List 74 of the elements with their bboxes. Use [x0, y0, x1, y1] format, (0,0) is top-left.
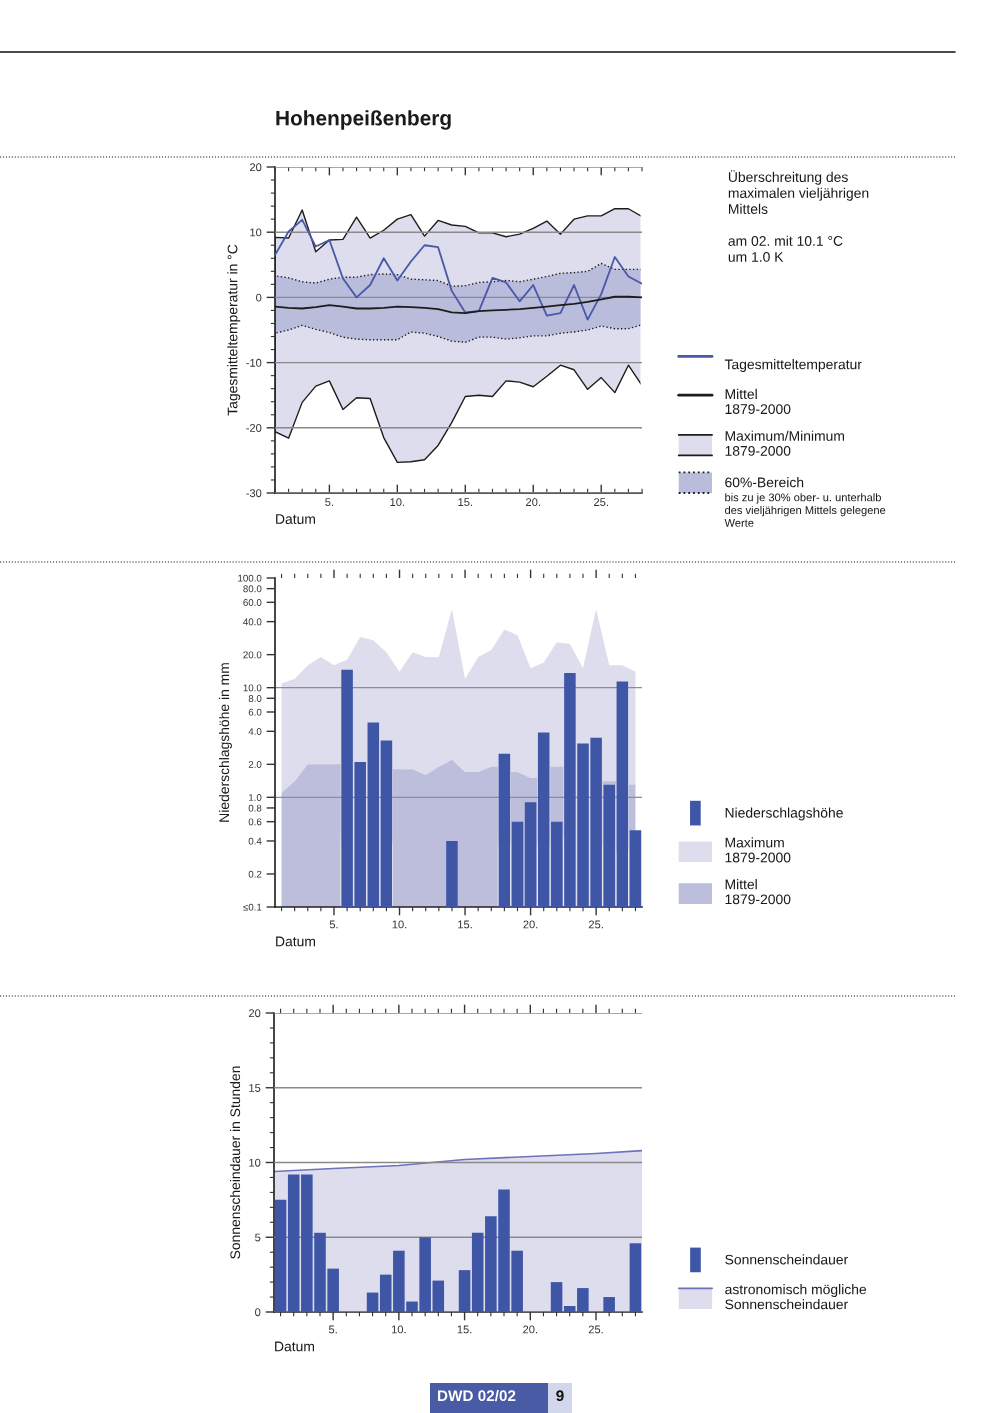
y-axis-title: Sonnenscheindauer in Stunden [229, 1066, 241, 1259]
x-tick-label: 5. [329, 920, 338, 929]
x-axis-title: Datum [275, 1341, 314, 1352]
bar [629, 1243, 642, 1312]
y-tick-label: 100.0 [238, 574, 262, 582]
y-tick-label: 2.0 [248, 761, 262, 768]
y-tick-label: -10 [246, 358, 262, 367]
y-tick-label: 0 [256, 293, 262, 302]
x-tick-label: 15. [457, 1325, 472, 1334]
x-tick-label: 25. [588, 920, 603, 929]
bar [274, 1199, 287, 1312]
y-tick-label: 80.0 [243, 585, 262, 593]
y-tick-label: 15 [249, 1084, 261, 1092]
y-tick-label: 1.0 [249, 794, 262, 801]
y-tick-label: 10.0 [243, 684, 262, 692]
bar [287, 1174, 300, 1312]
x-tick-label: 20. [523, 920, 538, 929]
y-tick-label: -30 [246, 489, 262, 498]
legend-label: Tagesmitteltemperatur [724, 359, 862, 373]
y-tick-label: 40.0 [243, 618, 262, 626]
y-tick-label: 20.0 [243, 651, 262, 659]
bar [603, 1297, 615, 1312]
x-axis-title: Datum [276, 936, 315, 947]
x-tick-label: 20. [523, 1325, 537, 1334]
x-tick-label: 25. [594, 498, 608, 507]
text: 9 [556, 1390, 564, 1402]
x-tick-label: 10. [392, 920, 407, 929]
legend-label: astronomisch mögliche Sonnenscheindauer [725, 1284, 867, 1310]
x-axis-title: Datum [276, 514, 315, 524]
bar [471, 1232, 484, 1312]
y-tick-label: 10 [250, 228, 262, 237]
x-tick-label: 10. [391, 1325, 406, 1334]
legend-label: Mittel 1879-2000 [725, 879, 791, 905]
y-tick-label: -20 [246, 424, 262, 432]
x-tick-label: 15. [458, 920, 472, 929]
bar [432, 1280, 445, 1312]
x-tick-label: 5. [325, 498, 333, 507]
y-tick-label: 0 [255, 1308, 261, 1317]
y-axis-title: Tagesmitteltemperatur in °C [227, 244, 241, 416]
legend-label: Niederschlagshöhe [725, 807, 843, 821]
y-axis-title: Niederschlagshöhe in mm [218, 663, 232, 822]
y-tick-label: 0.8 [248, 804, 262, 812]
text: DWD 02/02 [438, 1389, 516, 1402]
y-tick-label: 10 [249, 1158, 261, 1167]
bar [366, 1292, 379, 1312]
bar [577, 1288, 589, 1312]
x-tick-label: 25. [588, 1325, 603, 1334]
bar [550, 1282, 563, 1312]
y-tick-label: 5 [255, 1233, 261, 1242]
x-tick-label: 5. [328, 1325, 337, 1334]
text: Überschreitung des maximalen vieljährigen Mittels am 02. mit 10.1 °C um 1.0 K [728, 170, 869, 262]
x-tick-label: 10. [390, 498, 405, 507]
legend-label: Mittel 1879-2000 [725, 388, 791, 415]
legend-label: Maximum 1879-2000 [725, 837, 791, 863]
x-tick-label: 20. [526, 498, 540, 507]
y-tick-label: 0.6 [248, 818, 262, 826]
y-tick-label: 0.4 [248, 837, 262, 845]
legend-label: Sonnenscheindauer [725, 1254, 848, 1265]
legend-label: 60%-Bereich [725, 477, 804, 488]
bar [458, 1270, 471, 1312]
bar [379, 1274, 392, 1312]
bar [563, 1306, 576, 1312]
y-tick-label: 8.0 [248, 695, 262, 702]
x-tick-label: 15. [458, 498, 473, 507]
y-tick-label: 6.0 [248, 708, 262, 716]
y-tick-label: 20 [249, 1009, 261, 1018]
y-tick-label: 60.0 [243, 599, 262, 606]
text: bis zu je 30% ober- u. unterhalb des vieljährigen Mittels gelegene Werte [724, 493, 886, 527]
y-tick-label: 4.0 [248, 728, 262, 735]
chart-title: Hohenpeißenberg [276, 110, 451, 130]
y-tick-label: ≤0.1 [243, 903, 262, 911]
y-tick-label: 0.2 [248, 870, 262, 878]
legend-label: Maximum/Minimum 1879-2000 [725, 430, 844, 456]
y-tick-label: 20 [250, 163, 262, 172]
